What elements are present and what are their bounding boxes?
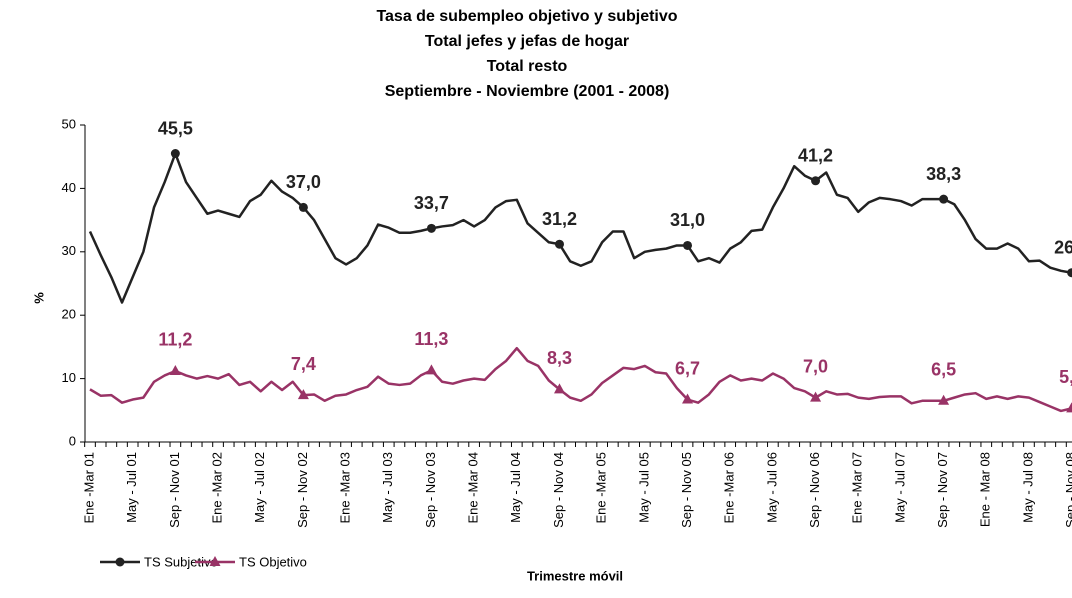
- data-label: 6,7: [675, 358, 700, 378]
- marker: [939, 194, 949, 204]
- data-label: 33,7: [414, 193, 449, 213]
- x-tick-label: Ene -Mar 03: [338, 452, 353, 524]
- chart-title: Total jefes y jefas de hogar: [425, 33, 629, 50]
- data-label: 7,4: [291, 354, 316, 374]
- marker: [425, 364, 437, 375]
- x-tick-label: May - Jul 08: [1020, 452, 1035, 523]
- marker: [297, 389, 309, 400]
- x-tick-label: Ene -Mar 05: [594, 452, 609, 524]
- chart-title: Tasa de subempleo objetivo y subjetivo: [376, 8, 677, 25]
- x-axis-label: Trimestre móvil: [527, 568, 623, 583]
- x-tick-label: May - Jul 05: [636, 452, 651, 523]
- data-label: 11,2: [158, 330, 192, 350]
- chart-title: Total resto: [487, 58, 568, 75]
- series-line: [89, 346, 1072, 413]
- chart-title: Septiembre - Noviembre (2001 - 2008): [385, 83, 670, 100]
- x-tick-label: Sep - Nov 02: [295, 452, 310, 528]
- y-tick-label: 20: [62, 307, 76, 322]
- marker: [554, 239, 564, 249]
- x-tick-label: May - Jul 04: [508, 452, 523, 523]
- marker: [169, 364, 181, 375]
- data-label: 5,3: [1059, 367, 1072, 387]
- marker: [115, 557, 125, 567]
- data-label: 38,3: [926, 164, 961, 184]
- data-label: 6,5: [931, 360, 956, 380]
- marker: [426, 223, 436, 233]
- marker: [682, 393, 694, 404]
- series-line: [88, 152, 1072, 304]
- marker: [298, 202, 308, 212]
- x-tick-label: Ene -Mar 01: [81, 452, 96, 524]
- x-tick-label: Ene -Mar 02: [209, 452, 224, 524]
- data-label: 37,0: [286, 172, 321, 192]
- x-tick-label: Sep - Nov 05: [679, 452, 694, 528]
- x-tick-label: Ene -Mar 07: [850, 452, 865, 524]
- x-tick-label: Sep - Nov 01: [167, 452, 182, 528]
- x-tick-label: Sep - Nov 07: [935, 452, 950, 528]
- data-label: 8,3: [547, 348, 572, 368]
- y-tick-label: 50: [62, 116, 76, 131]
- data-label: 11,3: [414, 329, 448, 349]
- x-tick-label: Sep - Nov 03: [423, 452, 438, 528]
- marker: [170, 149, 180, 159]
- legend-label: TS Subjetivo: [144, 554, 218, 569]
- marker: [553, 383, 565, 394]
- x-tick-label: May - Jul 01: [124, 452, 139, 523]
- x-tick-label: May - Jul 06: [764, 452, 779, 523]
- marker: [811, 176, 821, 186]
- data-label: 31,2: [542, 209, 577, 229]
- marker: [938, 394, 950, 405]
- y-tick-label: 40: [62, 180, 76, 195]
- y-axis-label: %: [31, 292, 46, 304]
- x-tick-label: May - Jul 07: [892, 452, 907, 523]
- x-tick-label: Sep - Nov 08: [1063, 452, 1072, 528]
- x-tick-label: Sep - Nov 06: [807, 452, 822, 528]
- x-tick-label: Sep - Nov 04: [551, 452, 566, 528]
- y-tick-label: 30: [62, 243, 76, 258]
- x-tick-label: Ene -Mar 04: [466, 452, 481, 524]
- data-label: 7,0: [803, 356, 828, 376]
- data-label: 26,7: [1054, 237, 1072, 257]
- legend-label: TS Objetivo: [239, 554, 307, 569]
- x-tick-label: Ene - Mar 08: [978, 452, 993, 527]
- marker: [1067, 268, 1072, 278]
- x-tick-label: Ene -Mar 06: [722, 452, 737, 524]
- x-tick-label: May - Jul 03: [380, 452, 395, 523]
- data-label: 31,0: [670, 210, 705, 230]
- data-label: 45,5: [158, 118, 193, 138]
- marker: [209, 556, 221, 566]
- marker: [810, 391, 822, 402]
- x-tick-label: May - Jul 02: [252, 452, 267, 523]
- marker: [1066, 402, 1072, 413]
- y-tick-label: 0: [69, 433, 76, 448]
- y-tick-label: 10: [62, 370, 76, 385]
- data-label: 41,2: [798, 146, 833, 166]
- marker: [683, 240, 693, 250]
